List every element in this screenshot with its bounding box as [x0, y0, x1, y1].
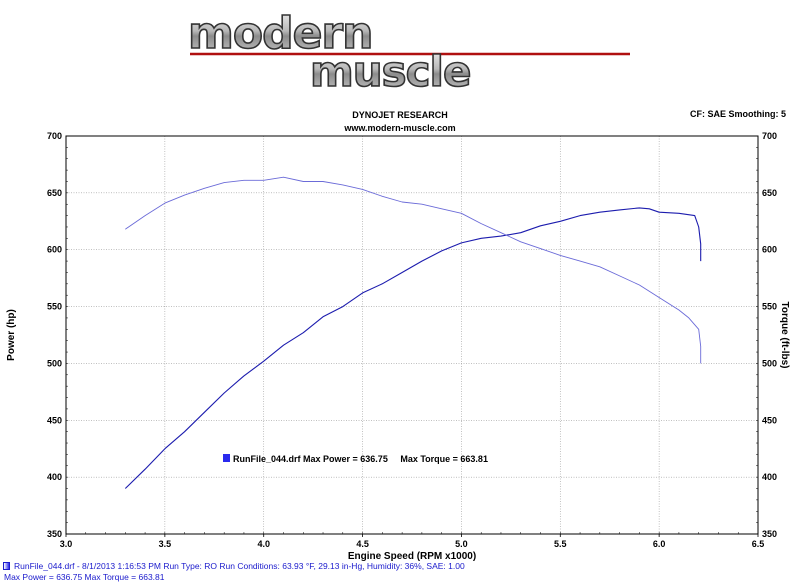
y-axis-label-left: Power (hp) [6, 309, 17, 361]
x-tick-label: 4.5 [356, 539, 369, 549]
chart-title: DYNOJET RESEARCH [352, 110, 448, 120]
y-tick-label-right: 650 [762, 188, 777, 198]
footer-run-info: RunFile_044.drf - 8/1/2013 1:16:53 PM Ru… [14, 561, 465, 571]
y-tick-label-left: 700 [47, 131, 62, 141]
logo-text-muscle: muscle [310, 47, 470, 90]
plot-frame [65, 135, 759, 535]
series [124, 176, 702, 489]
y-ticks-right: 350 400 450 500 550 600 650 700 [756, 131, 777, 539]
grid [66, 136, 758, 534]
y-tick-label-right: 550 [762, 302, 777, 312]
legend-marker [223, 454, 230, 462]
torque-series-line [125, 176, 702, 364]
y-axis-label-right: Torque (ft-lbs) [779, 301, 790, 368]
y-ticks-left: 350 400 450 500 550 600 650 700 [47, 131, 68, 539]
modern-muscle-logo: modern muscle [187, 8, 630, 90]
y-tick-label-left: 600 [47, 245, 62, 255]
x-ticks: 3.0 3.5 4.0 4.5 5.0 5.5 6.0 6.5 [60, 532, 765, 549]
y-tick-label-left: 500 [47, 358, 62, 368]
y-tick-label-right: 350 [762, 529, 777, 539]
power-series-line [124, 207, 702, 489]
y-tick-label-right: 450 [762, 415, 777, 425]
y-tick-label-right: 700 [762, 131, 777, 141]
y-tick-label-left: 650 [47, 188, 62, 198]
logo-text-modern: modern [188, 8, 372, 59]
x-tick-label: 5.0 [455, 539, 468, 549]
x-tick-label: 5.5 [554, 539, 567, 549]
x-axis-label: Engine Speed (RPM x1000) [348, 551, 476, 562]
footer-max-values: Max Power = 636.75 Max Torque = 663.81 [4, 572, 165, 582]
chart-subtitle: www.modern-muscle.com [344, 123, 456, 133]
x-tick-label: 3.5 [159, 539, 172, 549]
y-tick-label-left: 350 [47, 529, 62, 539]
x-tick-label: 4.0 [257, 539, 270, 549]
y-tick-label-right: 600 [762, 245, 777, 255]
y-tick-label-right: 400 [762, 472, 777, 482]
y-tick-label-right: 500 [762, 358, 777, 368]
correction-factor-info: CF: SAE Smoothing: 5 [690, 109, 786, 119]
x-tick-label: 6.5 [752, 539, 765, 549]
y-tick-label-left: 400 [47, 472, 62, 482]
y-tick-label-left: 550 [47, 302, 62, 312]
footer-run-marker [3, 562, 10, 570]
legend-text: RunFile_044.drf Max Power = 636.75 Max T… [233, 454, 488, 464]
x-tick-label: 3.0 [60, 539, 73, 549]
x-tick-label: 6.0 [653, 539, 666, 549]
y-tick-label-left: 450 [47, 415, 62, 425]
